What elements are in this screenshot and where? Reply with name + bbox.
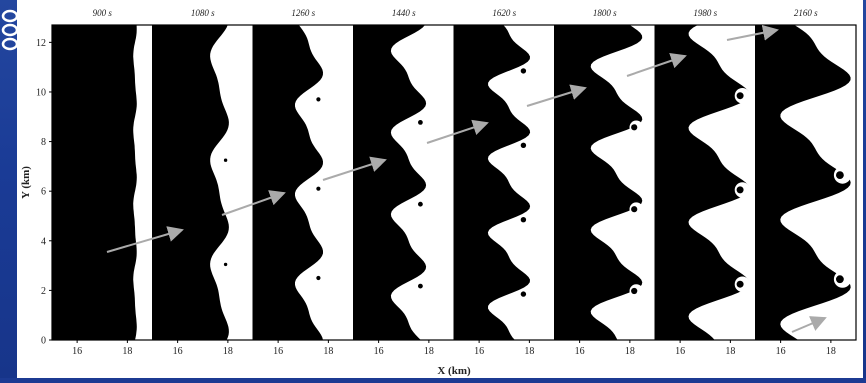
vortex-core-center: [223, 158, 228, 162]
panel-time-label: 2160 s: [794, 8, 818, 18]
x-tick-label: 16: [675, 346, 685, 357]
tracking-arrow: [526, 84, 587, 107]
panel-time-label: 1440 s: [392, 8, 416, 18]
x-tick-label: 16: [474, 346, 484, 357]
y-tick-label: 12: [36, 38, 46, 49]
vortex-core-center: [418, 283, 423, 289]
y-tick-label: 6: [41, 187, 46, 198]
y-tick-label: 0: [41, 336, 46, 347]
vortex-core-center: [836, 171, 844, 180]
vortex-core-center: [631, 124, 638, 131]
vortex-core-center: [418, 201, 423, 207]
vortex-core-center: [520, 291, 527, 297]
x-tick-label: 16: [374, 346, 384, 357]
vortex-core-center: [223, 262, 228, 267]
tracking-arrow: [626, 53, 687, 77]
panel-time-label: 1620 s: [492, 8, 516, 18]
vortex-core-center: [418, 120, 423, 125]
dense-fluid-region-1: [152, 25, 229, 340]
y-tick-label: 10: [36, 87, 46, 98]
x-tick-label: 18: [826, 346, 836, 357]
x-tick-label: 16: [273, 346, 283, 357]
dense-fluid-region-6: [655, 25, 750, 340]
vortex-core-center: [631, 206, 638, 213]
y-axis-label: Y (km): [20, 166, 32, 199]
x-tick-label: 18: [122, 346, 132, 357]
kelvin-helmholtz-figure: 900 s 16 18 1080 s 16 18 1260 s 16 18 1440 s 16 18 1…: [20, 8, 857, 377]
figure-panel: 900 s 16 18 1080 s 16 18 1260 s 16 18 1440 s 16 18 1…: [17, 0, 863, 378]
y-tick-label: 2: [41, 286, 46, 297]
dense-fluid-region-2: [253, 25, 323, 340]
y-tick-label: 8: [41, 137, 46, 148]
panel-time-label: 1080 s: [191, 8, 215, 18]
vortex-core-center: [316, 97, 321, 102]
panel-time-label: 1800 s: [593, 8, 617, 18]
panel-time-label: 900 s: [93, 8, 113, 18]
panel-time-label: 1260 s: [291, 8, 315, 18]
tracking-arrow: [322, 156, 387, 181]
x-axis-label: X (km): [437, 365, 471, 377]
tracking-arrow: [426, 119, 489, 144]
x-tick-label: 18: [424, 346, 434, 357]
x-tick-label: 18: [323, 346, 333, 357]
vortex-core-center: [736, 280, 744, 288]
vortex-core-center: [736, 186, 744, 194]
tracking-arrow: [791, 316, 827, 333]
x-tick-label: 16: [776, 346, 786, 357]
tracking-arrow: [221, 190, 286, 216]
vortex-core-center: [520, 142, 527, 148]
x-tick-label: 18: [725, 346, 735, 357]
tracking-arrow: [106, 226, 184, 253]
dense-fluid-region-4: [454, 25, 531, 340]
vortex-core-center: [316, 186, 321, 191]
vortex-core-center: [836, 275, 844, 284]
dense-fluid-region-0: [52, 25, 137, 340]
dense-fluid-region-3: [353, 25, 427, 340]
vortex-core-center: [736, 92, 744, 100]
x-tick-label: 16: [173, 346, 183, 357]
x-tick-label: 18: [223, 346, 233, 357]
vortex-core-center: [520, 68, 527, 74]
tracking-arrow: [726, 24, 779, 41]
panel-time-label: 1980 s: [693, 8, 717, 18]
vortex-core-center: [520, 217, 527, 223]
dense-fluid-region-7: [755, 25, 851, 340]
x-tick-label: 16: [575, 346, 585, 357]
dense-fluid-region-5: [554, 25, 643, 340]
y-tick-label: 4: [41, 236, 46, 247]
x-tick-label: 16: [72, 346, 82, 357]
vortex-core-center: [631, 287, 638, 295]
x-tick-label: 18: [625, 346, 635, 357]
x-tick-label: 18: [524, 346, 534, 357]
vortex-core-center: [316, 275, 321, 281]
plot-frame: [51, 24, 857, 341]
